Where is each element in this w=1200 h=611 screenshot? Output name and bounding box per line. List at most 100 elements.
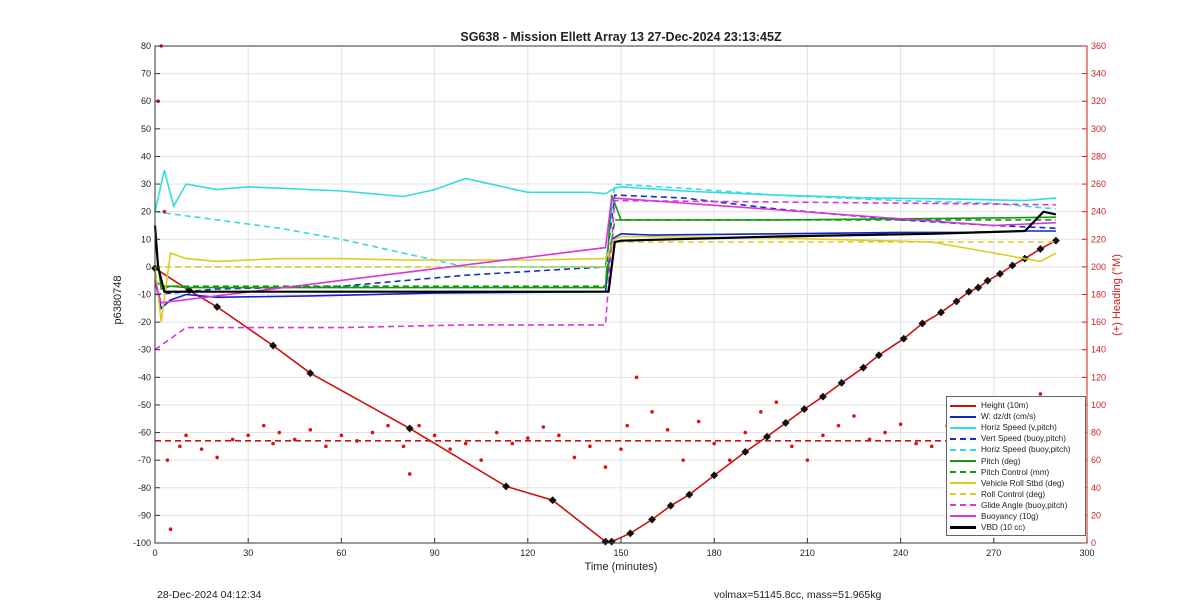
heading-point (852, 414, 856, 418)
series-line (154, 170, 1056, 212)
series-line (154, 235, 1057, 323)
heading-point (805, 458, 810, 462)
heading-point (324, 444, 328, 449)
series-line (154, 183, 1056, 268)
y-tick-label: -100 (133, 538, 151, 548)
y2-tick-label: 180 (1091, 290, 1106, 300)
legend-item: Height (10m) (950, 400, 1082, 411)
heading-point (541, 425, 546, 429)
heading-point (448, 447, 452, 451)
legend-item: Vert Speed (buoy,pitch) (950, 433, 1082, 444)
height-marker (937, 308, 945, 317)
heading-point (774, 400, 779, 404)
heading-point (929, 444, 934, 449)
heading-point (914, 441, 918, 446)
y-tick-label: -20 (138, 317, 151, 327)
heading-point (463, 441, 468, 446)
height-marker (685, 490, 694, 499)
heading-point (271, 441, 275, 446)
legend-item: VBD (10 cc) (950, 522, 1082, 533)
legend-label: Pitch Control (mm) (981, 467, 1050, 477)
heading-point (759, 410, 763, 414)
height-marker (607, 537, 616, 546)
x-tick-label: 30 (243, 548, 253, 558)
y-tick-label: 50 (141, 124, 151, 134)
legend-label: Height (10m) (981, 401, 1029, 411)
y2-tick-label: 340 (1091, 69, 1106, 79)
legend-swatch (950, 404, 976, 407)
heading-point (370, 430, 375, 435)
heading-point (588, 444, 592, 449)
x-tick-label: 0 (152, 548, 157, 558)
series-line (154, 194, 1056, 291)
heading-point (743, 430, 748, 435)
legend-label: W: dz/dt (cm/s) (981, 412, 1036, 422)
heading-point (494, 430, 499, 435)
y-tick-label: 60 (141, 96, 151, 106)
x-tick-label: 150 (613, 548, 628, 558)
heading-point (386, 423, 390, 428)
legend-label: Vert Speed (buoy,pitch) (981, 434, 1066, 444)
height-marker (710, 471, 719, 480)
legend-label: Horiz Speed (v,pitch) (981, 423, 1057, 433)
legend-swatch (950, 504, 976, 507)
legend-swatch (950, 415, 976, 418)
height-marker (974, 283, 983, 292)
y-tick-label: -10 (138, 290, 151, 300)
legend-item: Glide Angle (buoy,pitch) (950, 500, 1082, 511)
height-marker (213, 303, 222, 311)
legend-label: Buoyancy (10g) (981, 511, 1039, 521)
legend-swatch (950, 471, 976, 474)
x-axis-label: Time (minutes) (584, 561, 658, 573)
height-marker (965, 287, 973, 296)
legend-item: Pitch Control (mm) (950, 467, 1082, 478)
y-tick-label: 70 (141, 69, 151, 79)
heading-point (510, 441, 515, 446)
heading-point (603, 465, 608, 469)
x-tick-label: 180 (707, 548, 722, 558)
legend-item: Roll Control (deg) (950, 489, 1082, 500)
y-tick-label: 80 (141, 41, 151, 51)
y-tick-label: -60 (138, 428, 151, 438)
height-marker (741, 447, 750, 456)
heading-point (162, 209, 167, 214)
y-tick-label: 40 (141, 151, 151, 161)
y2-tick-label: 280 (1091, 151, 1106, 161)
y-tick-label: 0 (146, 262, 151, 272)
height-marker (996, 269, 1004, 278)
heading-point (479, 458, 484, 462)
height-marker (819, 392, 827, 401)
y2-tick-label: 120 (1091, 372, 1106, 382)
y2-tick-label: 300 (1091, 124, 1106, 134)
heading-point (401, 444, 406, 449)
legend-item: Horiz Speed (buoy,pitch) (950, 444, 1082, 455)
legend-label: Horiz Speed (buoy,pitch) (981, 445, 1071, 455)
y2-tick-label: 100 (1091, 400, 1106, 410)
x-tick-label: 90 (430, 548, 440, 558)
height-marker (859, 363, 868, 372)
y-tick-label: 20 (141, 207, 151, 217)
x-tick-label: 60 (336, 548, 346, 558)
y2-tick-label: 240 (1091, 207, 1106, 217)
y2-tick-label: 200 (1091, 262, 1106, 272)
heading-point (898, 422, 903, 427)
heading-point (790, 444, 794, 449)
heading-point (625, 423, 630, 428)
legend-item: W: dz/dt (cm/s) (950, 411, 1082, 422)
legend-label: Pitch (deg) (981, 456, 1021, 466)
height-marker (800, 405, 809, 414)
height-marker (874, 351, 883, 360)
y2-tick-label: 140 (1091, 345, 1106, 355)
legend-swatch (950, 448, 976, 451)
heading-point (557, 433, 561, 438)
height-marker (1008, 261, 1017, 270)
series-line (154, 199, 1056, 351)
height-marker (666, 501, 675, 510)
y2-tick-label: 160 (1091, 317, 1106, 327)
x-tick-label: 300 (1079, 548, 1094, 558)
heading-point (572, 455, 577, 460)
legend-label: Roll Control (deg) (981, 489, 1046, 499)
heading-point (727, 458, 732, 462)
legend-label: VBD (10 cc) (981, 523, 1026, 533)
y-axis-label: p6380748 (112, 275, 124, 325)
